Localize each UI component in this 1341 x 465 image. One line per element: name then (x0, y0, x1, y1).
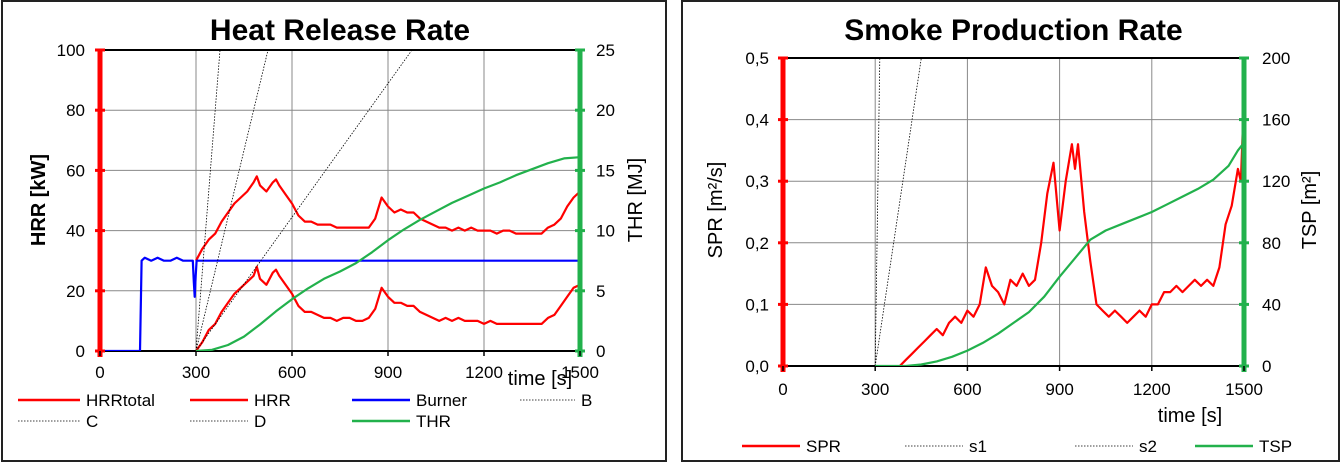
y2-axis-label: TSP [m²] (1299, 171, 1321, 250)
x-tick-label: 300 (861, 380, 889, 399)
x-tick-label: 300 (182, 363, 210, 382)
legend-label-hrr: HRR (254, 391, 291, 410)
x-tick-label: 600 (278, 363, 306, 382)
y-tick-label: 60 (66, 161, 85, 180)
y-tick-label: 40 (66, 222, 85, 241)
legend-label-burner: Burner (416, 391, 467, 410)
x-tick-label: 1500 (1225, 380, 1263, 399)
chart-title: Smoke Production Rate (844, 14, 1182, 47)
x-axis-label: time [s] (1158, 405, 1222, 427)
x-tick-label: 1200 (465, 363, 503, 382)
legend-label-s2: s2 (1139, 437, 1157, 456)
y-axis-label: SPR [m²/s] (705, 162, 727, 259)
y2-tick-label: 0 (596, 342, 605, 361)
y2-tick-label: 160 (1262, 111, 1290, 130)
y2-tick-label: 25 (596, 41, 615, 60)
y2-tick-label: 120 (1262, 172, 1290, 191)
y2-tick-label: 15 (596, 161, 615, 180)
chart-title: Heat Release Rate (210, 14, 470, 47)
y-tick-label: 0 (76, 342, 85, 361)
legend-label-thr: THR (416, 412, 451, 431)
y2-tick-label: 10 (596, 222, 615, 241)
legend-label-spr: SPR (806, 437, 841, 456)
y2-tick-label: 0 (1262, 357, 1271, 376)
y-tick-label: 0,3 (745, 172, 769, 191)
x-tick-label: 900 (1045, 380, 1073, 399)
legend-label-b: B (581, 391, 592, 410)
y-tick-label: 0,0 (745, 357, 769, 376)
chart-panel-smoke-production: 0,0 0 0,1 40 0,2 80 0,3 120 0,4 160 0,5 200 0 300 600 9… (680, 0, 1341, 465)
y2-tick-label: 80 (1262, 234, 1281, 253)
x-tick-label: 0 (95, 363, 104, 382)
chart-panel-heat-release: 0 0 20 5 40 10 60 15 80 20 100 25 0 300 600 900 1200 1500… (0, 0, 668, 465)
x-tick-label: 900 (374, 363, 402, 382)
y-tick-label: 0,5 (745, 49, 769, 68)
y-axis-label: HRR [kW] (28, 154, 50, 246)
legend-label-s1: s1 (969, 437, 987, 456)
legend-label-tsp: TSP (1259, 437, 1292, 456)
y-tick-label: 0,4 (745, 111, 769, 130)
legend-label-d: D (254, 412, 266, 431)
x-axis-label: time [s] (508, 368, 572, 390)
y2-axis-label: THR [MJ] (625, 158, 647, 242)
y2-tick-label: 20 (596, 101, 615, 120)
y2-tick-label: 200 (1262, 49, 1290, 68)
y2-tick-label: 40 (1262, 295, 1281, 314)
legend-label-hrrtotal: HRRtotal (86, 391, 155, 410)
y-tick-label: 0,2 (745, 234, 769, 253)
y2-tick-label: 5 (596, 282, 605, 301)
y-tick-label: 100 (57, 41, 85, 60)
x-tick-label: 0 (778, 380, 787, 399)
smoke-production-rate-chart: 0,0 0 0,1 40 0,2 80 0,3 120 0,4 160 0,5 200 0 300 600 9… (680, 0, 1341, 465)
y-tick-label: 80 (66, 101, 85, 120)
y-tick-label: 0,1 (745, 295, 769, 314)
legend-label-c: C (86, 412, 98, 431)
x-tick-label: 600 (953, 380, 981, 399)
y-tick-label: 20 (66, 282, 85, 301)
x-tick-label: 1200 (1133, 380, 1171, 399)
